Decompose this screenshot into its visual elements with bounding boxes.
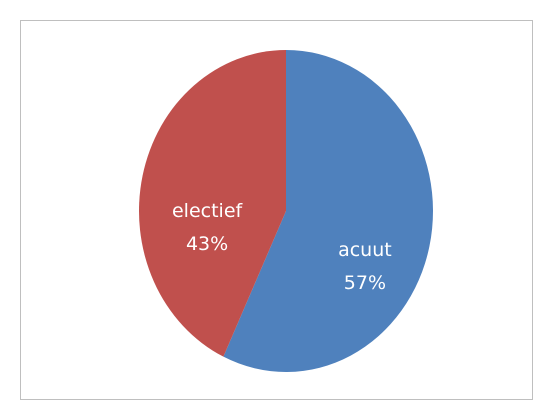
slice-value-label: 43%	[186, 233, 228, 255]
slice-category-label: electief	[172, 200, 244, 222]
slice-category-label: acuut	[338, 239, 392, 261]
pie-slice	[223, 50, 433, 372]
pie-slice	[138, 50, 286, 357]
slice-value-label: 57%	[344, 272, 386, 294]
